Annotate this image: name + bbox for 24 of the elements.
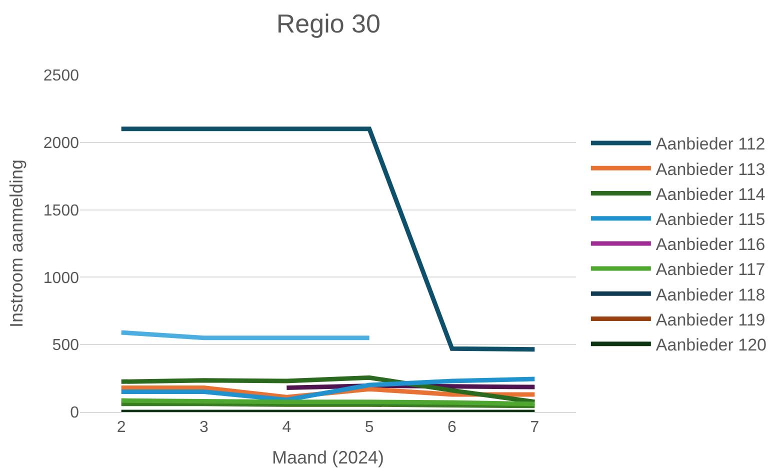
x-axis-title: Maand (2024) bbox=[272, 447, 384, 468]
legend-label: Aanbieder 119 bbox=[656, 310, 766, 330]
legend-label: Aanbieder 112 bbox=[656, 134, 766, 154]
legend-label: Aanbieder 117 bbox=[656, 260, 766, 280]
y-tick-label: 500 bbox=[52, 337, 80, 354]
y-axis-title: Instroom aanmelding bbox=[6, 159, 27, 328]
legend-label: Aanbieder 120 bbox=[656, 335, 767, 354]
x-tick-label: 4 bbox=[282, 419, 292, 436]
x-tick-label: 3 bbox=[200, 419, 209, 436]
legend-label: Aanbieder 116 bbox=[656, 235, 766, 254]
legend-label: Aanbieder 113 bbox=[656, 160, 766, 179]
legend-label: Aanbieder 118 bbox=[656, 285, 766, 304]
x-tick-label: 2 bbox=[116, 419, 126, 436]
y-tick-label: 1000 bbox=[43, 270, 80, 287]
chart-title: Regio 30 bbox=[276, 8, 380, 38]
y-tick-label: 2000 bbox=[43, 135, 80, 152]
x-tick-label: 6 bbox=[448, 419, 457, 436]
legend-label: Aanbieder 114 bbox=[656, 184, 766, 204]
y-tick-label: 0 bbox=[70, 404, 80, 422]
legend-label: Aanbieder 115 bbox=[656, 210, 766, 229]
y-tick-label: 2500 bbox=[43, 68, 80, 85]
x-tick-label: 7 bbox=[530, 419, 540, 436]
x-tick-label: 5 bbox=[364, 419, 374, 436]
y-tick-label: 1500 bbox=[43, 202, 80, 220]
